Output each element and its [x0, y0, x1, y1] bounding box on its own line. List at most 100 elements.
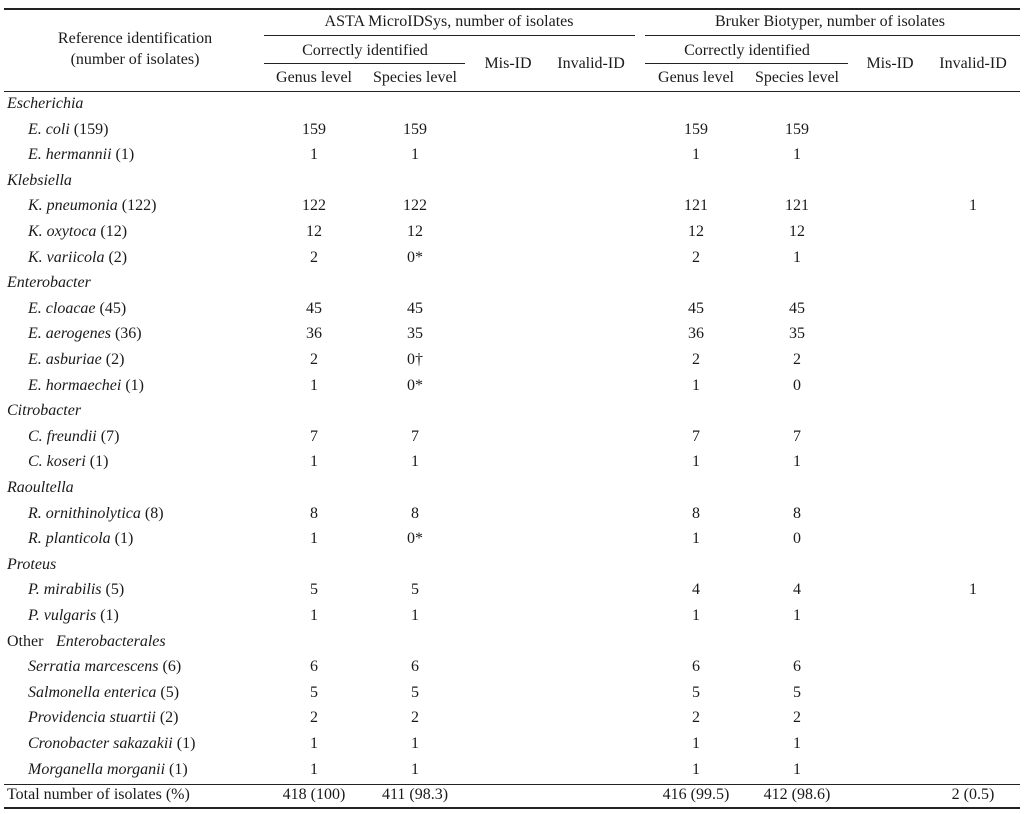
bruker-genus-cell: 159: [684, 120, 708, 138]
isolate-count: (1): [176, 735, 196, 752]
bruker-genus-cell: 8: [692, 504, 700, 522]
bruker-genus-cell: 121: [684, 197, 708, 215]
row-label: C. freundii (7): [28, 427, 119, 447]
isolate-count: (1): [114, 530, 134, 548]
bruker-invalid-id-cell: 1: [969, 581, 977, 599]
asta-species-cell: 0*: [407, 530, 423, 548]
group-label: Proteus: [7, 555, 57, 573]
row-label: E. coli (159): [28, 120, 108, 140]
bruker-genus-cell: 4: [692, 581, 700, 599]
asta-group-header: ASTA MicroIDSys, number of isolates: [324, 13, 574, 30]
asta-genus-cell: 5: [310, 683, 318, 701]
asta-invalid-id-header: Invalid-ID: [557, 55, 625, 72]
asta-genus-cell: 2: [310, 248, 318, 266]
bruker-genus-cell: 45: [688, 299, 704, 317]
asta-species-cell: 8: [411, 504, 419, 522]
isolate-count: (7): [100, 427, 120, 445]
table-row: K. variicola (2) 2 0* 2 1: [0, 248, 1024, 274]
asta-genus-cell: 1: [310, 735, 318, 752]
table-row: C. koseri (1) 1 1 1 1: [0, 452, 1024, 478]
table-row: C. freundii (7) 7 7 7 7: [0, 427, 1024, 453]
table-row: Providencia stuartii (2) 2 2 2 2: [0, 708, 1024, 734]
organism-name: E. aerogenes: [28, 325, 111, 343]
group-label: Escherichia: [7, 95, 84, 112]
asta-genus-cell: 1: [310, 530, 318, 548]
asta-species-cell: 0*: [407, 376, 423, 394]
asta-species-cell: 1: [411, 453, 419, 471]
bruker-species-cell: 7: [793, 427, 801, 445]
total-label: Total number of isolates (%): [7, 786, 190, 804]
organism-name: P. vulgaris: [28, 607, 97, 624]
table-row: E. coli (159) 159 159 159 159: [0, 120, 1024, 146]
organism-name: Cronobacter sakazakii: [28, 735, 173, 752]
bruker-genus-cell: 6: [692, 658, 700, 676]
table-row: R. planticola (1) 1 0* 1 0: [0, 529, 1024, 555]
table-group-row: Citrobacter: [0, 401, 1024, 427]
organism-name: E. asburiae: [28, 351, 102, 368]
header-bottom-rule: [4, 91, 1020, 92]
bruker-species-cell: 4: [793, 581, 801, 599]
asta-species-cell: 6: [411, 658, 419, 676]
organism-name: E. hormaechei: [28, 376, 122, 394]
row-label: E. hormaechei (1): [28, 376, 144, 396]
bruker-mis-id-header: Mis-ID: [866, 55, 914, 72]
bruker-genus-cell: 7: [692, 427, 700, 445]
table-group-row: Proteus: [0, 555, 1024, 581]
bruker-invalid-id-cell: 1: [969, 197, 977, 215]
row-label: P. vulgaris (1): [28, 606, 119, 626]
bruker-species-header: Species level: [755, 69, 839, 86]
table-row: K. pneumonia (122) 122 122 121 121 1: [0, 196, 1024, 222]
row-label: Morganella morganii (1): [28, 760, 188, 780]
row-label: E. aerogenes (36): [28, 324, 142, 344]
isolate-count: (5): [105, 581, 125, 599]
bruker-species-cell: 159: [785, 120, 809, 138]
asta-species-cell: 45: [407, 299, 423, 317]
bruker-group-rule: [645, 35, 1020, 36]
bruker-species-cell: 1: [793, 735, 801, 752]
asta-species-cell: 1: [411, 760, 419, 778]
organism-name: Salmonella enterica: [28, 683, 157, 701]
asta-mis-id-header: Mis-ID: [484, 55, 532, 72]
bruker-genus-cell: 36: [688, 325, 704, 343]
isolate-count: (8): [144, 504, 164, 522]
bruker-species-cell: 45: [789, 299, 805, 317]
row-label: Serratia marcescens (6): [28, 657, 181, 677]
isolate-count: (1): [125, 376, 144, 394]
isolate-count: (1): [115, 146, 135, 164]
row-label: R. planticola (1): [28, 529, 133, 549]
asta-genus-cell: 8: [310, 504, 318, 522]
asta-species-cell: 5: [411, 683, 419, 701]
table-row: Salmonella enterica (5) 5 5 5 5: [0, 683, 1024, 709]
asta-correct-rule: [264, 63, 465, 64]
bruker-genus-cell: 2: [692, 709, 700, 727]
group-label-italic: Enterobacterales: [56, 632, 166, 650]
group-label: Raoultella: [7, 479, 74, 496]
bruker-species-cell: 1: [793, 146, 801, 164]
asta-species-cell: 2: [411, 709, 419, 727]
table-row: E. cloacae (45) 45 45 45 45: [0, 299, 1024, 325]
asta-genus-cell: 1: [310, 453, 318, 471]
asta-genus-cell: 2: [310, 351, 318, 368]
isolate-count: (2): [108, 248, 128, 266]
asta-genus-header: Genus level: [276, 69, 352, 86]
bruker-genus-cell: 1: [692, 146, 700, 164]
asta-genus-cell: 45: [306, 299, 322, 317]
organism-name: C. freundii: [28, 427, 97, 445]
row-label: Cronobacter sakazakii (1): [28, 734, 195, 754]
bottom-rule: [4, 807, 1020, 809]
bruker-genus-cell: 2: [692, 351, 700, 368]
asta-species-cell: 7: [411, 427, 419, 445]
bruker-species-cell: 1: [793, 248, 801, 266]
bruker-invalid-id-header: Invalid-ID: [939, 55, 1007, 72]
row-label: E. cloacae (45): [28, 299, 126, 319]
asta-species-cell: 159: [403, 120, 427, 138]
bruker-species-cell: 1: [793, 607, 801, 624]
bruker-species-cell: 2: [793, 351, 801, 368]
asta-genus-cell: 1: [310, 146, 318, 164]
bruker-correct-header: Correctly identified: [684, 42, 810, 59]
asta-species-cell: 12: [407, 223, 423, 240]
asta-species-header: Species level: [373, 69, 457, 86]
total-bruker-genus-cell: 416 (99.5): [662, 786, 730, 804]
bruker-species-cell: 6: [793, 658, 801, 676]
